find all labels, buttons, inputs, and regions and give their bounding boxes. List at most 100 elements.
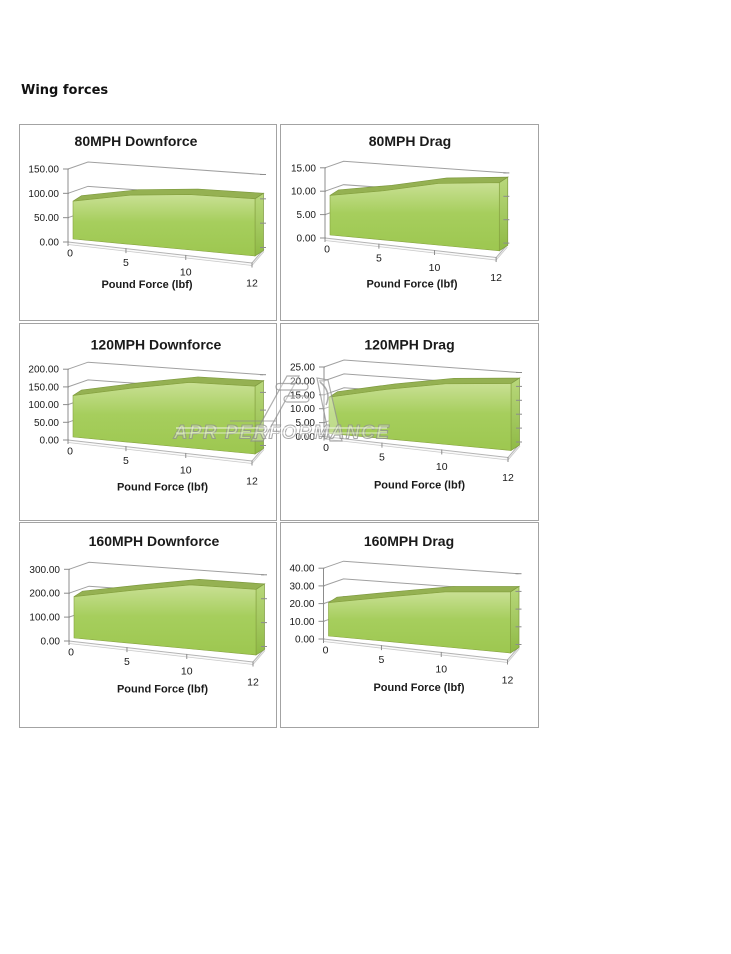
series-axis-ticks — [261, 574, 267, 647]
area-3d-ribbon — [72, 376, 265, 455]
area-series — [72, 194, 256, 257]
area-series — [327, 591, 511, 654]
area-3d-ribbon — [329, 176, 509, 252]
y-axis-label: 150.00 — [28, 382, 59, 393]
y-axis: 0.00 5.00 10.00 15.00 20.00 25.00 — [289, 362, 325, 443]
chart-canvas: 160MPH Downforce 0.00 100.00 200.00 300.00 0 5… — [29, 533, 267, 696]
x-axis-label: 10 — [428, 262, 440, 274]
y-axis: 0.00 10.00 20.00 30.00 40.00 — [289, 564, 324, 646]
y-axis-label: 20.00 — [289, 376, 314, 387]
area-series — [73, 584, 257, 656]
series-axis-ticks — [515, 371, 522, 442]
x-axis-label: 10 — [435, 664, 447, 676]
floor-3d — [324, 237, 508, 261]
x-axis-label: 5 — [123, 257, 129, 269]
chart-120mph-downforce: 120MPH Downforce 0.00 50.00 100.00 150.00 200… — [19, 322, 277, 521]
area-3d-ribbon — [328, 376, 521, 451]
x-axis-ticks — [377, 243, 497, 263]
area-3d-ribbon — [327, 585, 520, 654]
y-axis-label: 150.00 — [28, 165, 59, 176]
chart-canvas: 120MPH Drag0.005.0010.0015.0020.0025.000… — [289, 336, 522, 491]
chart-title: 120MPH Drag — [364, 336, 454, 352]
series-axis-ticks — [260, 174, 266, 248]
y-axis-label: 10.00 — [289, 617, 314, 628]
area-3d-ribbon — [73, 579, 266, 656]
x-axis-label: 5 — [378, 654, 384, 666]
x-axis-label: 5 — [379, 451, 385, 463]
x-axis-title: Pound Force (lbf) — [117, 481, 208, 493]
y-axis-label: 100.00 — [29, 613, 60, 624]
x-axis-ticks — [125, 248, 253, 268]
x-axis-label: 12 — [247, 677, 259, 689]
x-axis-label: 10 — [180, 464, 192, 476]
y-axis-label: 5.00 — [296, 210, 316, 221]
chart-160mph-downforce: 160MPH Downforce 0.00 100.00 200.00 300.00 0 5… — [19, 522, 277, 728]
x-axis-title: Pound Force (lbf) — [117, 684, 208, 696]
series-axis-ticks — [515, 573, 521, 645]
area-3d-ribbon — [72, 188, 265, 257]
x-axis-label: 12 — [490, 272, 502, 284]
chart-canvas: 80MPH Drag 0.00 5.00 10.00 15.00 0 5 10 12 Pound … — [290, 133, 509, 291]
x-axis-label: 0 — [322, 645, 328, 657]
y-axis-label: 200.00 — [29, 589, 60, 600]
x-axis-label: 10 — [181, 666, 193, 678]
x-axis-ticks — [380, 645, 508, 665]
y-axis: 0.00 50.00 100.00 150.00 — [28, 165, 69, 249]
x-axis-ticks — [380, 442, 508, 462]
x-axis-label: 12 — [246, 278, 258, 290]
chart-title: 160MPH Downforce — [89, 533, 220, 549]
x-axis-label: 12 — [246, 475, 258, 487]
x-axis-label: 10 — [435, 461, 447, 473]
x-axis-label: 10 — [180, 267, 192, 279]
chart-title: 120MPH Downforce — [91, 336, 222, 352]
y-axis-label: 20.00 — [289, 599, 314, 610]
x-axis-label: 0 — [324, 244, 330, 256]
x-axis-label: 12 — [501, 675, 513, 687]
y-axis-label: 200.00 — [28, 364, 59, 375]
y-axis: 0.00 50.00 100.00 150.00 200.00 — [28, 364, 69, 446]
y-axis-label: 5.00 — [295, 418, 315, 429]
y-axis-label: 50.00 — [34, 213, 59, 224]
chart-80mph-drag: 80MPH Drag 0.00 5.00 10.00 15.00 0 5 10 12 Pound … — [279, 124, 539, 321]
x-axis-title: Pound Force (lbf) — [373, 682, 464, 694]
x-axis-label: 0 — [323, 442, 329, 454]
x-axis-label: 5 — [123, 454, 129, 466]
y-axis-label: 100.00 — [28, 189, 59, 200]
y-axis-label: 50.00 — [34, 417, 59, 428]
x-axis-label: 5 — [375, 252, 381, 264]
x-axis-ticks — [125, 445, 253, 465]
y-axis-label: 15.00 — [290, 163, 315, 174]
chart-canvas: 80MPH Downforce 0.00 50.00 100.00 150.00 0 5 10… — [28, 133, 266, 291]
chart-canvas: 120MPH Downforce 0.00 50.00 100.00 150.00 200… — [28, 336, 266, 493]
y-axis-label: 25.00 — [289, 362, 314, 373]
y-axis-label: 0.00 — [295, 635, 315, 646]
x-axis-label: 12 — [502, 472, 514, 484]
y-axis: 0.00 5.00 10.00 15.00 — [290, 163, 326, 245]
chart-title: 80MPH Drag — [368, 133, 450, 149]
series-axis-ticks — [502, 172, 509, 244]
chart-title: 160MPH Drag — [363, 533, 453, 549]
area-series — [329, 182, 500, 252]
x-axis-title: Pound Force (lbf) — [366, 279, 457, 291]
chart-120mph-drag: 120MPH Drag 0.00 5.00 10.00 15.00 20.00 25.00 0… — [279, 322, 539, 521]
chart-title: 80MPH Downforce — [75, 133, 198, 149]
x-axis-label: 0 — [67, 248, 73, 260]
chart-canvas: 160MPH Drag 0.00 10.00 20.00 30.00 40.00 0 5 10 1… — [289, 533, 521, 694]
y-axis-label: 15.00 — [289, 390, 314, 401]
y-axis-label: 0.00 — [41, 637, 61, 648]
chart-80mph-downforce: 80MPH Downforce 0.00 50.00 100.00 150.00 0 5 10… — [19, 124, 277, 321]
y-axis-label: 10.00 — [289, 404, 314, 415]
y-axis-label: 40.00 — [289, 564, 314, 575]
y-axis-label: 10.00 — [290, 187, 315, 198]
x-axis-title: Pound Force (lbf) — [373, 479, 464, 491]
x-axis-label: 0 — [67, 445, 73, 457]
x-axis-label: 5 — [124, 656, 130, 668]
chart-160mph-drag: 160MPH Drag 0.00 10.00 20.00 30.00 40.00 0 5 10 1… — [279, 522, 539, 728]
page-title: Wing forces — [21, 83, 109, 98]
y-axis: 0.00 100.00 200.00 300.00 — [29, 565, 70, 648]
y-axis-label: 0.00 — [295, 432, 315, 443]
y-axis-label: 30.00 — [289, 581, 314, 592]
y-axis-label: 100.00 — [28, 400, 59, 411]
y-axis-label: 300.00 — [29, 565, 60, 576]
y-axis-label: 0.00 — [40, 435, 60, 446]
